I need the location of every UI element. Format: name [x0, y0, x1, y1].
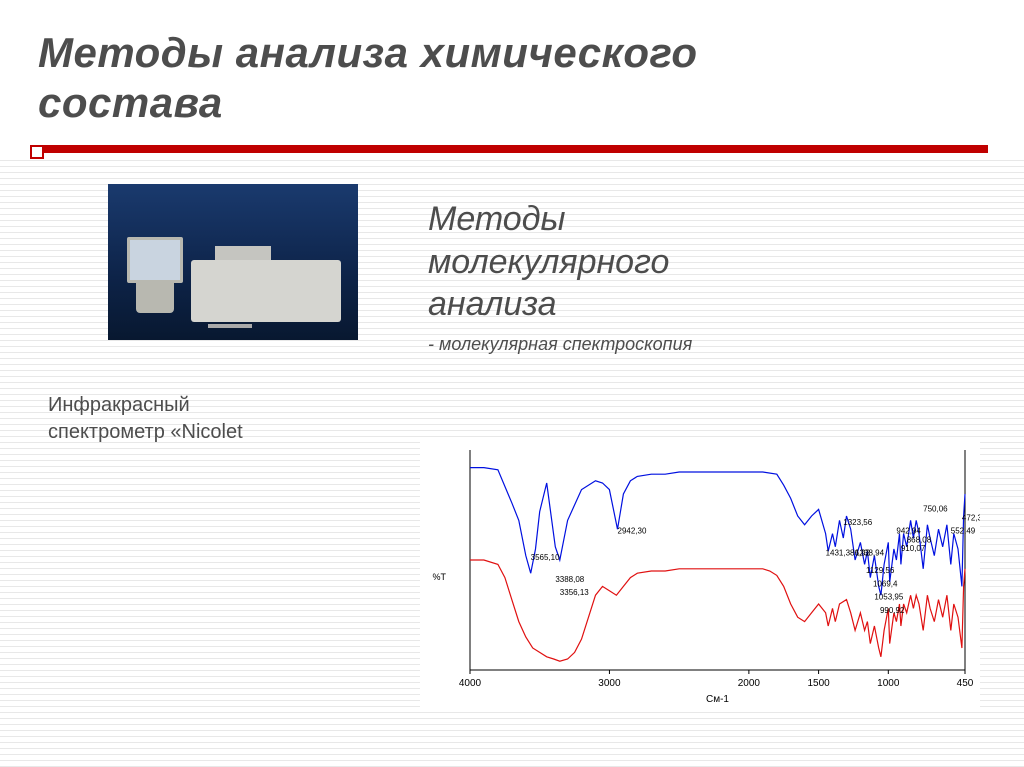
svg-text:450: 450 [957, 678, 974, 689]
svg-text:3388,08: 3388,08 [555, 575, 584, 584]
instrument-photo [108, 184, 358, 340]
svg-text:1500: 1500 [807, 678, 830, 689]
svg-text:1323,56: 1323,56 [843, 518, 872, 527]
svg-text:3356,13: 3356,13 [560, 588, 589, 597]
section-subtitle: Методымолекулярногоанализа [428, 198, 669, 326]
svg-text:4000: 4000 [459, 678, 482, 689]
svg-text:3000: 3000 [598, 678, 621, 689]
svg-text:1053,95: 1053,95 [874, 593, 903, 602]
svg-text:%T: %T [433, 572, 447, 582]
svg-text:750,06: 750,06 [923, 505, 948, 514]
spectrometer-body-graphic [191, 260, 341, 322]
slide-title: Методы анализа химическогосостава [38, 28, 698, 129]
svg-text:942,94: 942,94 [896, 527, 921, 536]
accent-bar [38, 145, 988, 153]
svg-text:990,92: 990,92 [880, 606, 905, 615]
svg-text:2942,30: 2942,30 [618, 527, 647, 536]
photo-caption: Инфракрасныйспектрометр «Nicolet [48, 392, 243, 446]
svg-text:552,49: 552,49 [951, 527, 976, 536]
ir-spectrum-chart: 4000 3000 2000 1500 1000 450 См-1 %T 3565,10 3388… [420, 440, 980, 710]
svg-text:868,08: 868,08 [907, 535, 932, 544]
svg-text:2000: 2000 [738, 678, 761, 689]
monitor-graphic [125, 237, 185, 322]
svg-text:910,07: 910,07 [901, 544, 926, 553]
section-caption: - молекулярная спектроскопия [428, 334, 692, 355]
svg-text:1069,4: 1069,4 [873, 579, 898, 588]
svg-text:1129,56: 1129,56 [866, 566, 895, 575]
svg-text:См-1: См-1 [706, 694, 729, 705]
accent-square [30, 145, 44, 159]
svg-text:3565,10: 3565,10 [531, 553, 560, 562]
svg-text:1000: 1000 [877, 678, 900, 689]
svg-text:472,31: 472,31 [962, 513, 980, 522]
svg-text:1238,94: 1238,94 [855, 549, 884, 558]
